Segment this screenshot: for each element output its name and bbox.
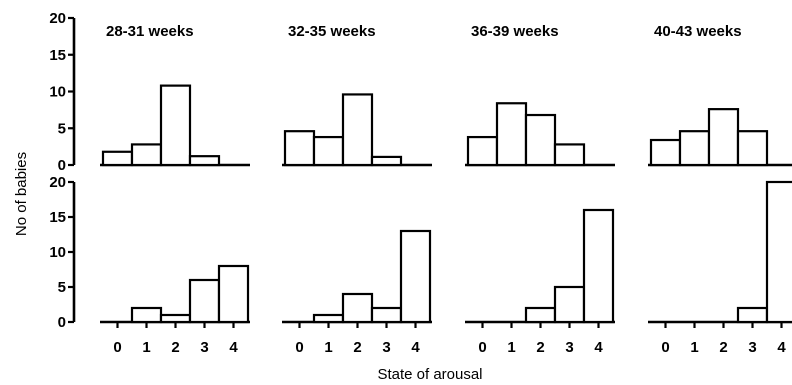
x-tick-label: 1	[142, 339, 150, 356]
bar	[283, 130, 316, 167]
bar	[678, 130, 711, 167]
y-axis-row-1: 0 5 10 15 20	[49, 10, 76, 174]
bar	[524, 113, 557, 167]
x-tick-label: 1	[690, 339, 698, 356]
bar	[736, 306, 769, 324]
bar	[341, 292, 374, 324]
bar	[524, 306, 557, 324]
panel-2-2	[282, 229, 432, 324]
x-tick-label: 0	[295, 339, 303, 356]
panel-title: 28-31 weeks	[106, 23, 194, 40]
x-tick-label: 3	[382, 339, 390, 356]
x-tick-label: 4	[594, 339, 603, 356]
y-tick-label: 15	[49, 209, 66, 226]
bar	[553, 143, 586, 167]
bar	[188, 278, 221, 324]
panels: 28-31 weeks 32-35 weeks 36-39 weeks 40-43 w…	[100, 23, 792, 324]
x-tick-label: 0	[113, 339, 121, 356]
bar	[370, 306, 403, 324]
y-tick-label: 0	[58, 314, 66, 331]
bar	[159, 313, 192, 324]
x-tick-label: 3	[565, 339, 573, 356]
panel-2-4	[648, 180, 792, 324]
y-tick-label: 20	[49, 10, 66, 27]
bar	[399, 229, 432, 324]
x-tick-label: 2	[353, 339, 361, 356]
x-tick-labels: 0 1 2 3 4 0 1 2 3 4 0 1 2 3 4 0 1 2 3 4	[113, 322, 786, 356]
y-axis-title: No of babies	[13, 152, 30, 236]
y-tick-label: 10	[49, 244, 66, 261]
x-tick-label: 3	[200, 339, 208, 356]
x-tick-label: 2	[171, 339, 179, 356]
x-tick-label: 1	[324, 339, 332, 356]
bar	[736, 130, 769, 167]
bar	[188, 155, 221, 167]
panel-title: 32-35 weeks	[288, 23, 376, 40]
x-tick-label: 2	[536, 339, 544, 356]
y-tick-label: 5	[58, 279, 66, 296]
panel-2-1	[100, 264, 250, 324]
bar	[582, 208, 615, 324]
x-tick-label: 3	[748, 339, 756, 356]
panel-title: 40-43 weeks	[654, 23, 742, 40]
bar	[159, 84, 192, 167]
bar	[130, 143, 163, 167]
bar	[553, 285, 586, 324]
x-tick-label: 0	[478, 339, 486, 356]
panel-1-3: 36-39 weeks	[465, 23, 615, 167]
y-axis-row-2: 0 5 10 15 20	[49, 174, 76, 331]
bar	[312, 135, 345, 167]
x-tick-label: 0	[661, 339, 669, 356]
bar	[765, 180, 792, 324]
panel-1-1: 28-31 weeks	[100, 23, 250, 167]
bar	[341, 93, 374, 167]
bar	[217, 264, 250, 324]
bar	[130, 306, 163, 324]
y-tick-label: 20	[49, 174, 66, 191]
panel-1-4: 40-43 weeks	[648, 23, 792, 167]
x-tick-label: 4	[411, 339, 420, 356]
panel-2-3	[465, 208, 615, 324]
y-tick-label: 0	[58, 157, 66, 174]
y-tick-label: 15	[49, 47, 66, 64]
bar	[649, 138, 682, 167]
bar	[101, 150, 134, 167]
y-tick-label: 5	[58, 120, 66, 137]
bar	[707, 108, 740, 167]
x-tick-label: 1	[507, 339, 515, 356]
x-axis-title: State of arousal	[377, 366, 482, 383]
x-tick-label: 2	[719, 339, 727, 356]
panel-1-2: 32-35 weeks	[282, 23, 432, 167]
bar	[312, 313, 345, 324]
x-tick-label: 4	[229, 339, 238, 356]
bar	[495, 102, 528, 167]
panel-title: 36-39 weeks	[471, 23, 559, 40]
bar	[370, 155, 403, 167]
y-tick-label: 10	[49, 84, 66, 101]
bar	[466, 135, 499, 167]
x-tick-label: 4	[777, 339, 786, 356]
